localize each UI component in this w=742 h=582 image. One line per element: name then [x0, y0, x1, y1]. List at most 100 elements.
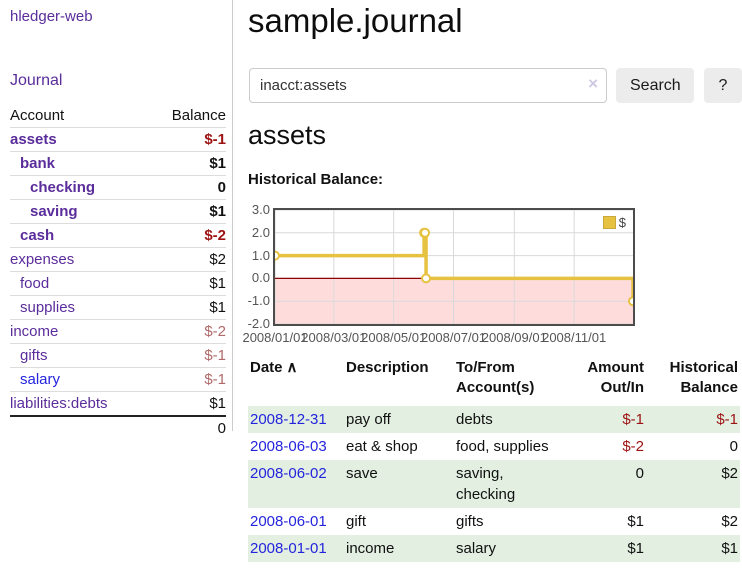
sidebar-account-assets[interactable]: assets — [10, 131, 57, 148]
register-header-row: Date ∧ Description To/From Account(s) Amo… — [248, 356, 740, 406]
register-table: Date ∧ Description To/From Account(s) Amo… — [248, 356, 740, 562]
account-balance: $1 — [148, 151, 226, 176]
register-row: 2008-12-31 pay off debts $-1 $-1 — [248, 406, 740, 433]
accounts-header-account: Account — [10, 104, 149, 128]
sidebar-account-saving[interactable]: saving — [30, 203, 78, 220]
x-axis-tick-label: 2008/11/01 — [542, 330, 607, 345]
account-row: checking 0 — [10, 175, 226, 200]
y-axis-tick-label: -1.0 — [247, 293, 270, 309]
account-balance: $-2 — [148, 319, 226, 344]
register-header-description: Description — [346, 359, 429, 376]
register-header-date[interactable]: Date ∧ — [250, 359, 298, 376]
transaction-description: income — [346, 540, 395, 557]
transaction-date-link[interactable]: 2008-12-31 — [250, 411, 327, 428]
account-balance: $-2 — [148, 223, 226, 248]
transaction-description: gift — [346, 513, 367, 530]
sidebar: hledger-web Journal Account Balance asse… — [0, 0, 233, 437]
transaction-date-link[interactable]: 2008-01-01 — [250, 540, 327, 557]
transaction-accounts: gifts — [456, 513, 484, 530]
x-axis-tick-label: 2008/03/01 — [301, 330, 367, 345]
transaction-accounts: debts — [456, 411, 493, 428]
y-axis-tick-label: 2.0 — [251, 224, 270, 240]
transaction-description: save — [346, 465, 378, 482]
transaction-amount: $-1 — [622, 411, 644, 428]
y-axis-tick-label: -2.0 — [247, 316, 270, 331]
x-axis-tick-label: 2008/09/01 — [481, 330, 547, 345]
transaction-balance: $2 — [721, 513, 738, 530]
sort-asc-icon: ∧ — [286, 359, 298, 376]
accounts-table-header: Account Balance — [10, 104, 226, 128]
search-input[interactable] — [249, 68, 607, 103]
transaction-amount: $1 — [627, 540, 644, 557]
help-button[interactable]: ? — [704, 68, 742, 103]
app-brand-link[interactable]: hledger-web — [10, 8, 93, 25]
account-row: supplies $1 — [10, 295, 226, 320]
account-balance: $-1 — [148, 367, 226, 392]
transaction-amount: $1 — [627, 513, 644, 530]
account-balance: $1 — [148, 199, 226, 224]
account-balance: $1 — [148, 295, 226, 320]
sidebar-account-cash[interactable]: cash — [20, 227, 55, 244]
y-axis-tick-label: 0.0 — [251, 270, 270, 286]
transaction-accounts: saving, checking — [456, 465, 516, 503]
sidebar-account-salary[interactable]: salary — [20, 371, 61, 388]
account-balance: $1 — [148, 391, 226, 417]
legend-swatch-icon — [602, 216, 616, 229]
accounts-table: Account Balance assets $-1 bank $1 checking 0… — [10, 104, 226, 440]
account-row: assets $-1 — [10, 127, 226, 152]
register-header-amount: Amount Out/In — [587, 359, 644, 396]
register-header-accounts: To/From Account(s) — [456, 359, 535, 396]
transaction-balance: $2 — [721, 465, 738, 482]
account-row: gifts $-1 — [10, 343, 226, 368]
account-row: food $1 — [10, 271, 226, 296]
x-axis-tick-label: 2008/05/01 — [361, 330, 427, 345]
transaction-balance: 0 — [729, 438, 738, 455]
chart-plot: $ — [273, 208, 635, 326]
account-balance: $-1 — [148, 127, 226, 152]
transaction-date-link[interactable]: 2008-06-03 — [250, 438, 327, 455]
search-button[interactable]: Search — [616, 68, 694, 103]
account-row: saving $1 — [10, 199, 226, 224]
clear-search-icon[interactable]: × — [588, 74, 598, 93]
account-row: income $-2 — [10, 319, 226, 344]
chart-canvas — [275, 210, 633, 324]
transaction-date-link[interactable]: 2008-06-01 — [250, 513, 327, 530]
account-row: salary $-1 — [10, 367, 226, 392]
sidebar-account-supplies[interactable]: supplies — [20, 299, 76, 316]
transaction-balance: $1 — [721, 540, 738, 557]
sidebar-item-journal[interactable]: Journal — [10, 72, 63, 89]
transaction-amount: 0 — [635, 465, 644, 482]
accounts-total-row: 0 — [10, 416, 226, 440]
sidebar-account-checking[interactable]: checking — [30, 179, 96, 196]
account-row: liabilities:debts $1 — [10, 391, 226, 417]
sidebar-account-gifts[interactable]: gifts — [20, 347, 48, 364]
register-row: 2008-06-01 gift gifts $1 $2 — [248, 508, 740, 535]
sidebar-account-bank[interactable]: bank — [20, 155, 56, 172]
register-row: 2008-06-03 eat & shop food, supplies $-2 0 — [248, 433, 740, 460]
transaction-accounts: salary — [456, 540, 497, 557]
transaction-description: pay off — [346, 411, 391, 428]
transaction-accounts: food, supplies — [456, 438, 549, 455]
transaction-date-link[interactable]: 2008-06-02 — [250, 465, 327, 482]
account-balance: $-1 — [148, 343, 226, 368]
sidebar-account-expenses[interactable]: expenses — [10, 251, 75, 268]
x-axis-tick-label: 2008/07/01 — [420, 330, 487, 345]
page-title: sample.journal — [248, 2, 463, 39]
account-balance: $2 — [148, 247, 226, 272]
account-row: expenses $2 — [10, 247, 226, 272]
historical-balance-chart: $ 3.0 2.0 1.0 0.0 -1.0 -2.0 2008/01/01 2008/03/… — [242, 198, 672, 346]
sidebar-account-liabilities-debts[interactable]: liabilities:debts — [10, 395, 108, 412]
account-row: cash $-2 — [10, 223, 226, 248]
transaction-description: eat & shop — [346, 438, 418, 455]
sidebar-account-income[interactable]: income — [10, 323, 59, 340]
account-balance: 0 — [148, 175, 226, 200]
account-row: bank $1 — [10, 151, 226, 176]
legend-label: $ — [618, 215, 626, 230]
y-axis-tick-label: 3.0 — [251, 202, 270, 217]
register-header-balance: Historical Balance — [669, 359, 738, 396]
y-axis-tick-label: 1.0 — [251, 247, 270, 263]
search-form: × Search ? — [248, 68, 742, 104]
chart-legend: $ — [600, 214, 628, 231]
main-content: sample.journal × Search ? assets Histori… — [242, 0, 742, 582]
sidebar-account-food[interactable]: food — [20, 275, 50, 292]
